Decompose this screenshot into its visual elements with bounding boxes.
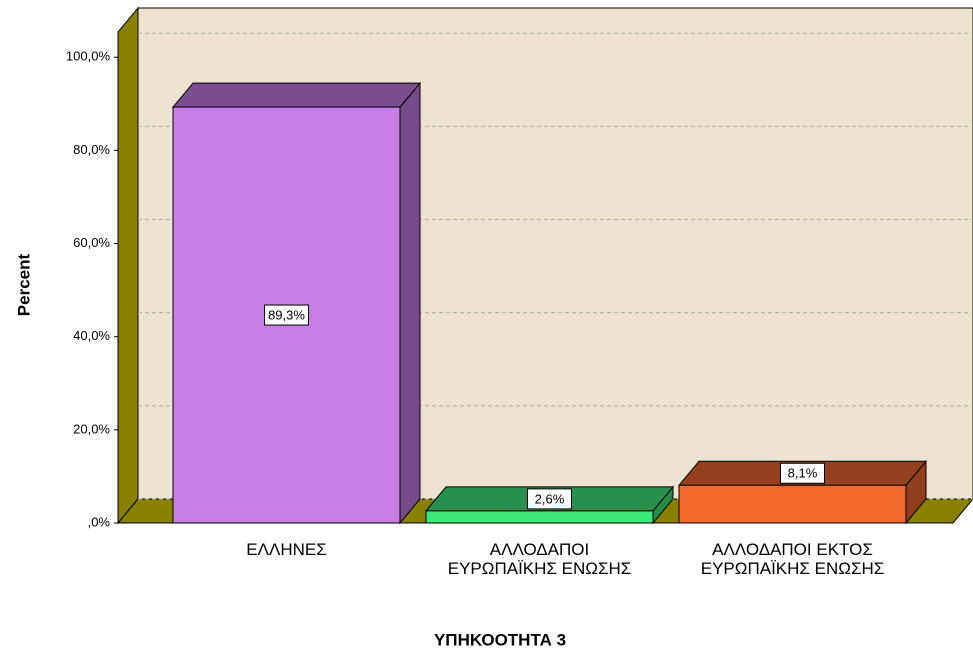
value-label: 89,3% (268, 307, 305, 322)
y-tick-label: ,0% (88, 514, 111, 529)
x-tick-label: ΕΛΛΗΝΕΣ (246, 540, 327, 559)
label-box (264, 304, 309, 326)
x-tick-label: ΑΛΛΟΔΑΠΟΙ ΕΚΤΟΣ ΕΥΡΩΠΑΪΚΗΣ ΕΝΩΣΗΣ (700, 540, 885, 578)
y-tick-label: 20,0% (73, 421, 110, 436)
value-label: 8,1% (788, 466, 818, 481)
bar (678, 484, 907, 524)
x-axis-title: ΥΠΗΚΟΟΤΗΤΑ 3 (434, 630, 566, 649)
x-tick-label: ΑΛΛΟΔΑΠΟΙ ΕΥΡΩΠΑΪΚΗΣ ΕΝΩΣΗΣ (447, 540, 632, 578)
bar-side (399, 81, 421, 525)
left-wall (117, 6, 139, 525)
label-box (780, 462, 825, 484)
y-tick-label: 80,0% (73, 142, 110, 157)
y-tick-label: 100,0% (66, 49, 111, 64)
value-label: 2,6% (535, 491, 565, 506)
y-axis-title: Percent (14, 253, 33, 316)
y-tick-label: 40,0% (73, 328, 110, 343)
y-tick-label: 60,0% (73, 235, 110, 250)
bar (425, 510, 654, 524)
label-box (527, 488, 572, 510)
bar-top (171, 82, 422, 108)
